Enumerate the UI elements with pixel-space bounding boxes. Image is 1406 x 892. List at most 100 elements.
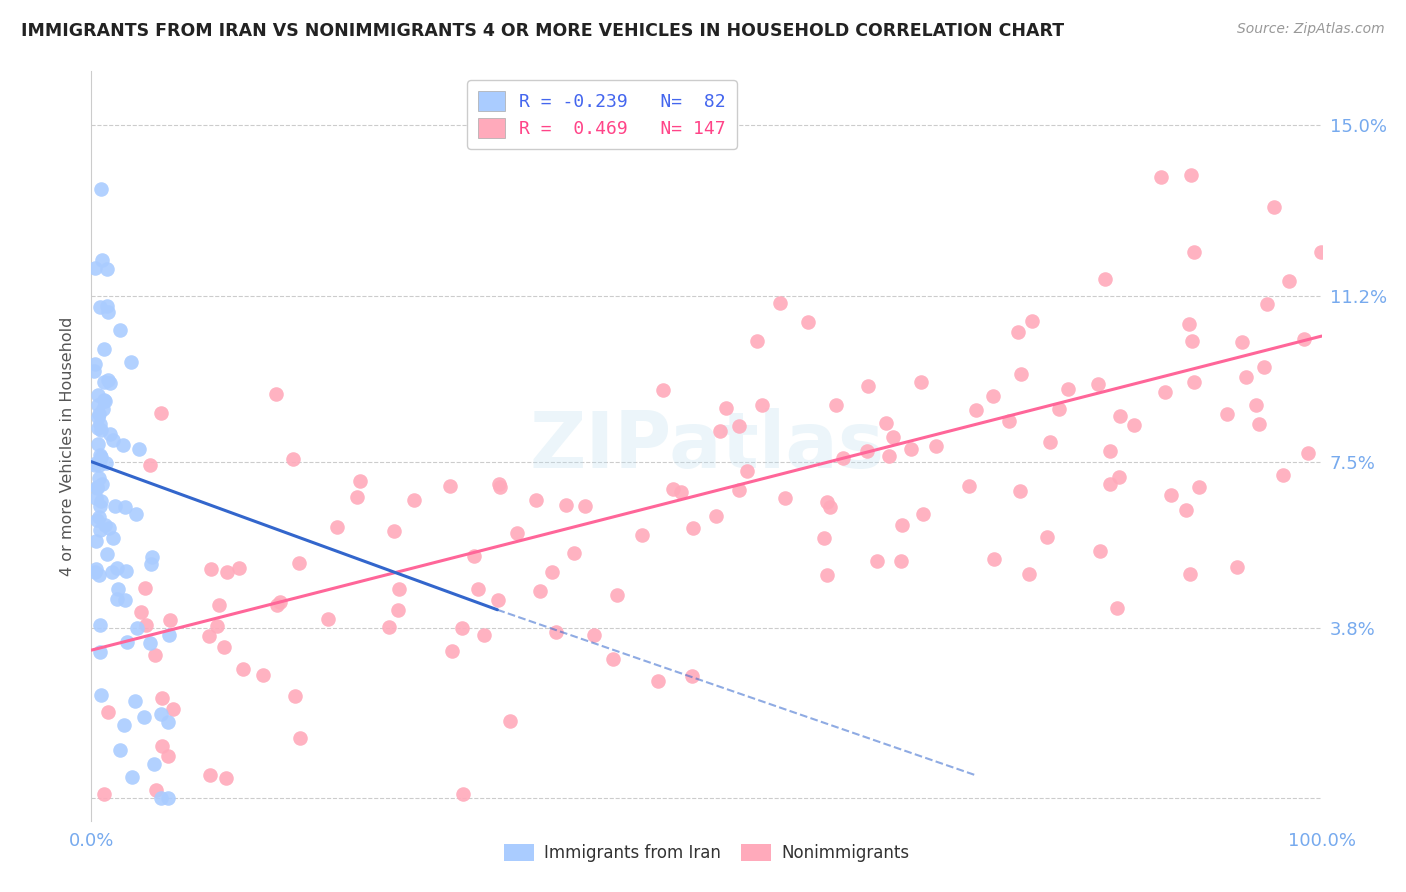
Point <box>132 710 155 724</box>
Point <box>813 531 835 545</box>
Point <box>983 552 1005 566</box>
Point <box>84 562 107 576</box>
Point <box>562 546 585 560</box>
Point <box>89 300 111 314</box>
Point <box>1178 567 1201 582</box>
Point <box>150 406 173 420</box>
Point <box>90 477 112 491</box>
Point <box>93 375 115 389</box>
Point <box>150 791 173 805</box>
Point <box>128 442 150 456</box>
Point <box>93 392 115 407</box>
Point <box>574 499 596 513</box>
Point <box>451 787 474 801</box>
Point <box>1094 272 1116 286</box>
Point <box>728 419 751 434</box>
Point <box>284 689 307 703</box>
Point <box>709 424 731 438</box>
Point <box>83 261 105 276</box>
Point <box>97 521 120 535</box>
Point <box>104 500 127 514</box>
Point <box>825 398 848 412</box>
Point <box>440 644 463 658</box>
Point <box>156 791 179 805</box>
Point <box>326 520 349 534</box>
Point <box>910 375 932 389</box>
Point <box>87 408 110 422</box>
Point <box>98 376 121 390</box>
Point <box>125 621 148 635</box>
Point <box>139 558 162 572</box>
Point <box>735 464 758 478</box>
Point <box>1047 401 1070 416</box>
Point <box>86 481 108 495</box>
Point <box>486 593 509 607</box>
Point <box>1098 476 1121 491</box>
Point <box>875 416 897 430</box>
Point <box>1253 359 1275 374</box>
Point <box>1088 543 1111 558</box>
Point <box>981 389 1004 403</box>
Point <box>544 624 567 639</box>
Point <box>1150 169 1173 184</box>
Point <box>866 554 889 568</box>
Point <box>488 477 510 491</box>
Point <box>1087 377 1109 392</box>
Point <box>882 430 904 444</box>
Point <box>818 500 841 515</box>
Point <box>134 581 156 595</box>
Point <box>404 493 426 508</box>
Point <box>769 296 792 310</box>
Point <box>89 618 111 632</box>
Point <box>1278 274 1301 288</box>
Point <box>84 458 107 472</box>
Point <box>1178 318 1201 332</box>
Point <box>157 715 180 730</box>
Point <box>316 612 339 626</box>
Point <box>283 451 305 466</box>
Point <box>90 423 112 437</box>
Point <box>669 484 692 499</box>
Point <box>90 493 112 508</box>
Point <box>156 749 179 764</box>
Point <box>114 592 136 607</box>
Point <box>1292 332 1315 346</box>
Point <box>101 531 124 545</box>
Point <box>1247 417 1270 431</box>
Point <box>228 561 250 575</box>
Point <box>114 500 136 514</box>
Point <box>139 458 162 473</box>
Point <box>89 449 111 463</box>
Point <box>856 379 879 393</box>
Point <box>529 584 551 599</box>
Point <box>652 383 675 397</box>
Point <box>290 731 312 745</box>
Point <box>388 582 411 596</box>
Point <box>965 402 987 417</box>
Point <box>1007 326 1029 340</box>
Point <box>115 635 138 649</box>
Point <box>162 702 184 716</box>
Point <box>135 618 157 632</box>
Point <box>112 438 135 452</box>
Point <box>582 628 605 642</box>
Point <box>288 556 311 570</box>
Point <box>84 491 107 506</box>
Point <box>198 768 221 782</box>
Point <box>143 648 166 663</box>
Point <box>1021 314 1043 328</box>
Point <box>89 510 111 524</box>
Point <box>120 354 142 368</box>
Point <box>157 628 180 642</box>
Point <box>682 521 704 535</box>
Point <box>124 693 146 707</box>
Point <box>891 517 914 532</box>
Point <box>87 421 110 435</box>
Point <box>1123 418 1146 433</box>
Point <box>96 261 118 276</box>
Point <box>1244 397 1267 411</box>
Point <box>159 613 181 627</box>
Point <box>89 567 111 582</box>
Point <box>96 373 118 387</box>
Point <box>150 690 173 705</box>
